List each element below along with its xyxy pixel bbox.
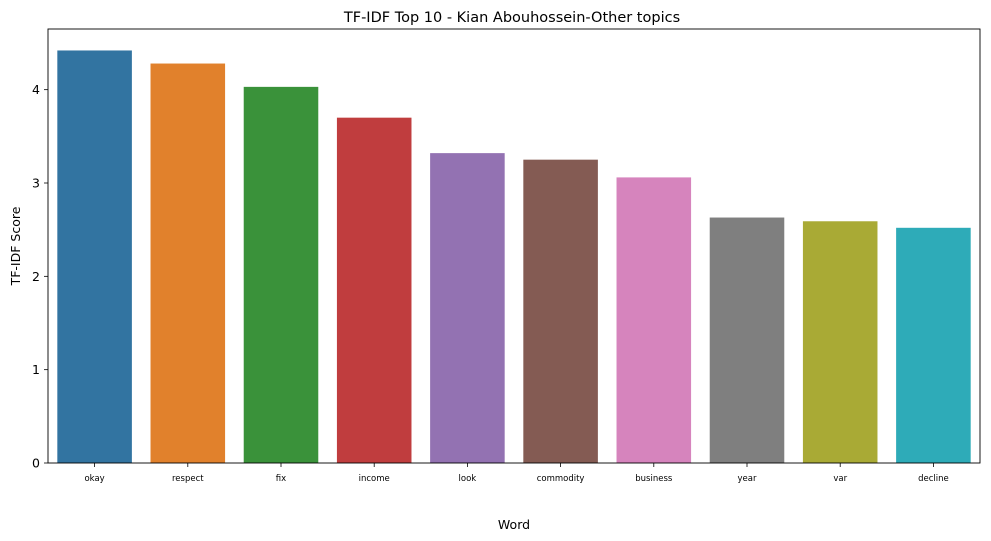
x-tick-label-fix: fix bbox=[276, 474, 286, 484]
y-tick-label: 4 bbox=[32, 82, 40, 97]
plot-frame bbox=[47, 28, 981, 464]
x-tick-label-look: look bbox=[459, 474, 477, 484]
bar-business bbox=[616, 177, 692, 463]
bars-group bbox=[57, 50, 971, 464]
bar-fix bbox=[243, 86, 319, 463]
y-tick-label: 1 bbox=[32, 362, 40, 377]
y-tick-label: 0 bbox=[32, 456, 40, 471]
bar-okay bbox=[57, 50, 132, 463]
x-axis-label: Word bbox=[498, 517, 530, 532]
x-tick-label-decline: decline bbox=[918, 474, 949, 484]
bar-decline bbox=[896, 227, 971, 463]
x-tick-label-commodity: commodity bbox=[537, 474, 585, 484]
x-tick-label-okay: okay bbox=[84, 474, 104, 484]
x-tick-label-year: year bbox=[738, 474, 757, 484]
x-axis: okay respect fix income look commodity busines… bbox=[84, 463, 949, 484]
y-tick-label: 3 bbox=[32, 176, 40, 191]
y-axis: 0 1 2 3 4 bbox=[32, 82, 48, 471]
bar-var bbox=[802, 221, 878, 463]
y-axis-label: TF-IDF Score bbox=[8, 206, 23, 286]
bar-respect bbox=[150, 63, 226, 464]
bar-income bbox=[336, 117, 412, 464]
x-tick-label-business: business bbox=[635, 474, 673, 484]
x-tick-label-respect: respect bbox=[172, 474, 204, 484]
y-tick-label: 2 bbox=[32, 269, 40, 284]
bar-commodity bbox=[523, 159, 598, 463]
x-tick-label-income: income bbox=[359, 474, 390, 484]
x-tick-label-var: var bbox=[833, 474, 847, 484]
bar-year bbox=[709, 217, 785, 463]
bar-look bbox=[430, 153, 505, 463]
chart-title: TF-IDF Top 10 - Kian Abouhossein-Other t… bbox=[343, 10, 680, 26]
